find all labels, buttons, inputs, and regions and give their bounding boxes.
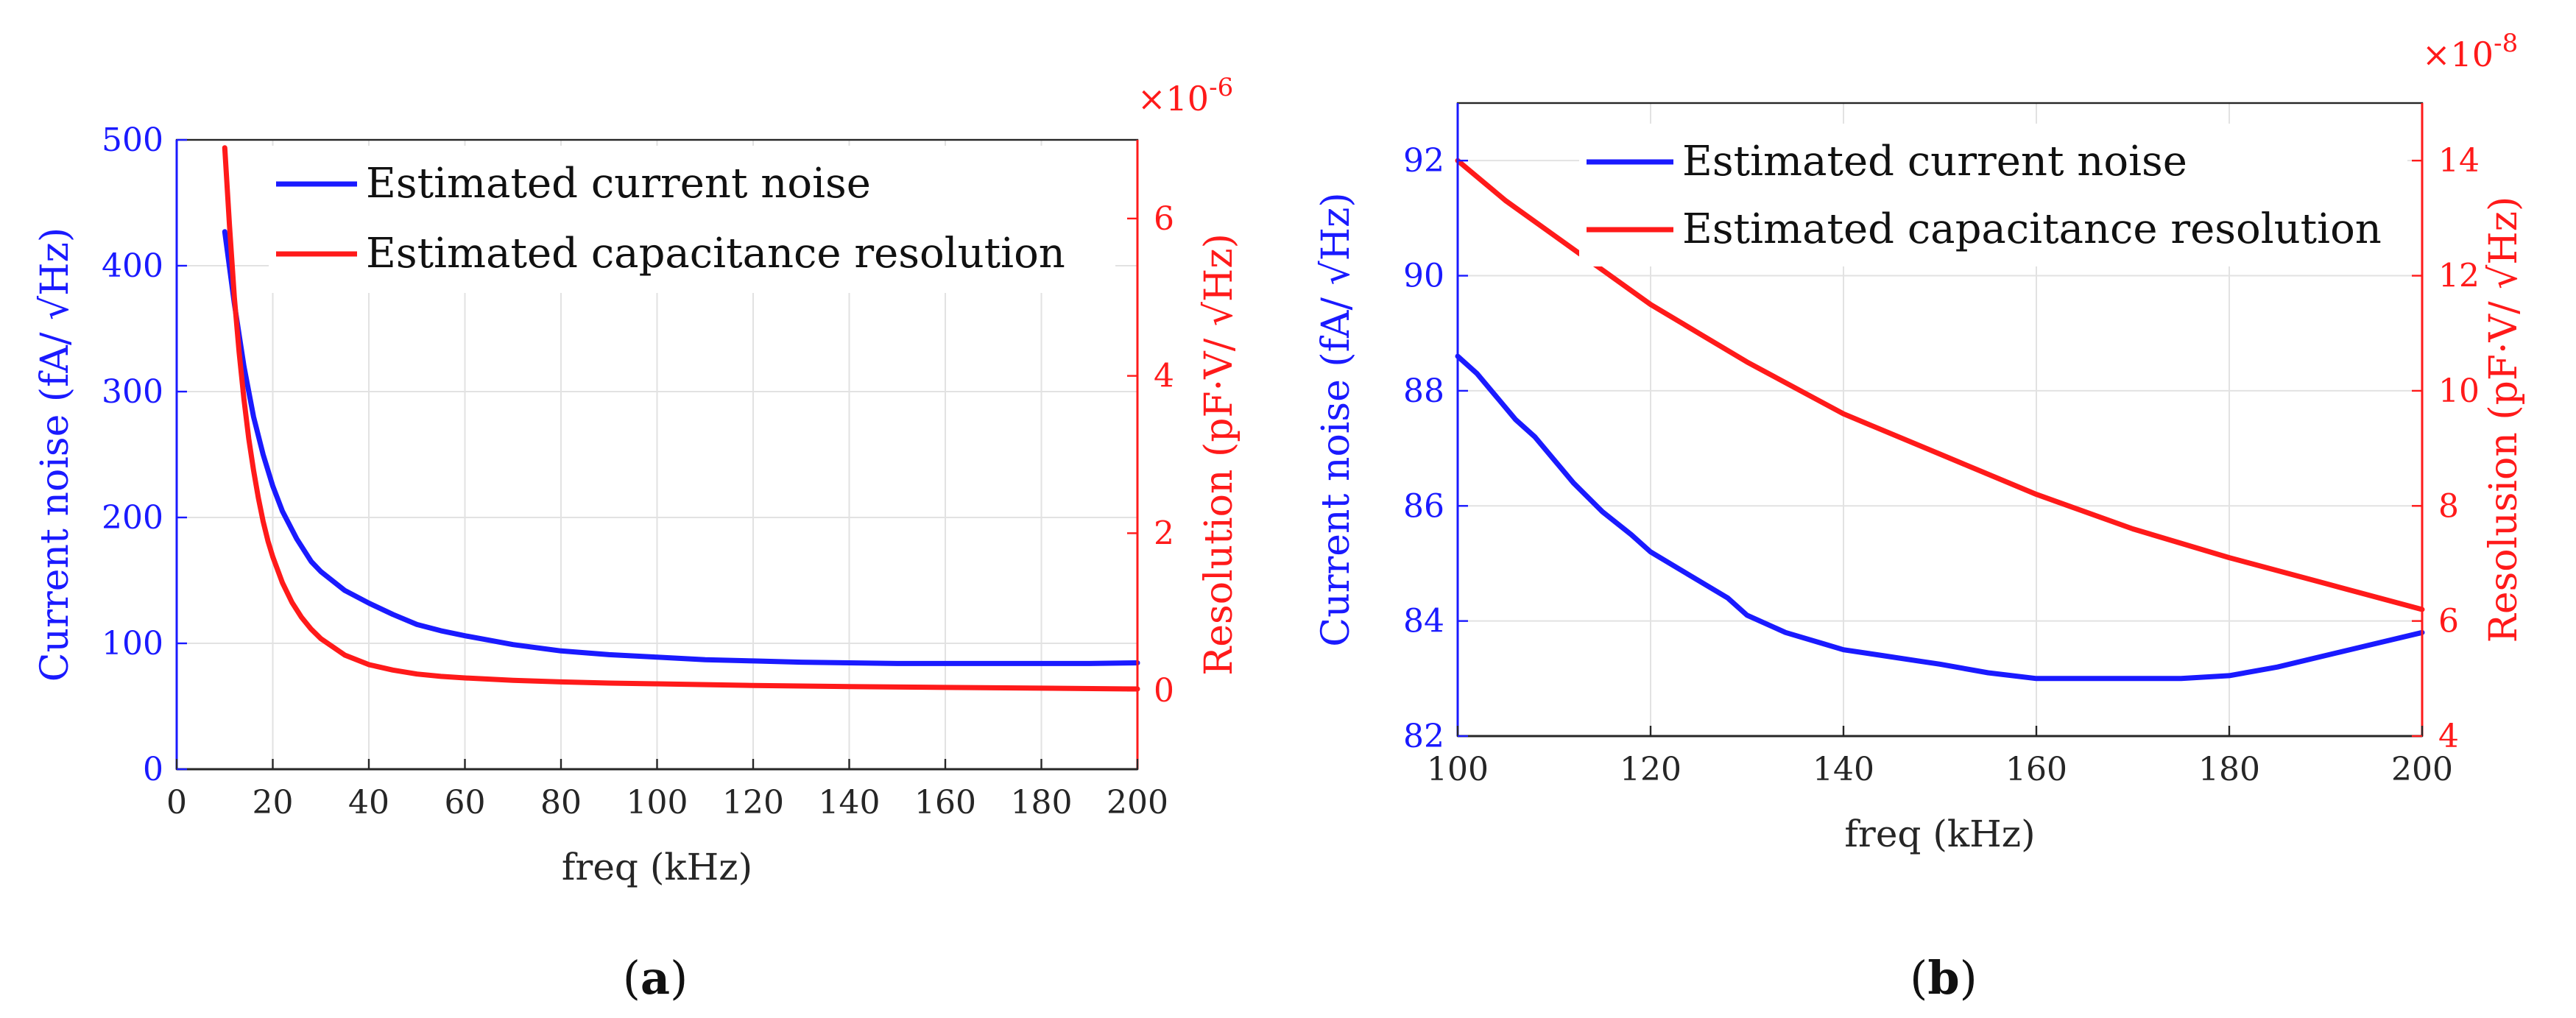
right-y-tick-label: 2 <box>1154 515 1174 552</box>
panel-a-legend-label-capacitance-resolution: Estimated capacitance resolution <box>366 230 1065 278</box>
x-tick-label: 100 <box>627 784 688 821</box>
x-tick-label: 80 <box>540 784 582 821</box>
left-y-tick-label: 0 <box>143 751 163 788</box>
x-tick-label: 20 <box>253 784 294 821</box>
left-y-tick-label: 86 <box>1403 487 1444 525</box>
series-line-capacitance-resolution <box>222 145 1140 692</box>
panel-a-series <box>222 145 1140 692</box>
panel-a-right-axis-multiplier: ×10-6 <box>1137 73 1233 119</box>
panel-b-legend: Estimated current noise Estimated capaci… <box>1579 124 2407 266</box>
x-tick-label: 160 <box>914 784 976 821</box>
right-y-tick-label: 4 <box>2438 718 2459 755</box>
left-y-tick-label: 88 <box>1403 372 1444 410</box>
x-tick-label: 40 <box>348 784 389 821</box>
x-tick-label: 160 <box>2005 751 2067 788</box>
left-y-tick-label: 400 <box>102 247 163 285</box>
panel-a-ticks: 0 20 40 60 80 100 120 140 160 180 2000100200300400… <box>102 121 1174 821</box>
left-y-tick-label: 82 <box>1403 718 1444 755</box>
right-y-tick-label: 0 <box>1154 672 1174 710</box>
panel-a-legend: Estimated current noise Estimated capaci… <box>269 146 1115 293</box>
left-y-tick-label: 90 <box>1403 258 1444 295</box>
x-tick-label: 200 <box>1107 784 1168 821</box>
x-tick-label: 180 <box>2198 751 2260 788</box>
x-tick-label: 180 <box>1011 784 1073 821</box>
panel-b-legend-label-current-noise: Estimated current noise <box>1682 138 2187 185</box>
x-tick-label: 0 <box>166 784 187 821</box>
series-line-current-noise <box>1455 353 2425 682</box>
panel-a-legend-box <box>269 146 1115 293</box>
series-line-current-noise <box>222 229 1140 666</box>
x-tick-label: 200 <box>2391 751 2453 788</box>
panel-b-ticks: 100 120 140 160 180 200 82 84 86 88 90 92 4 6 8 10 12 14 <box>1403 142 2480 788</box>
panel-b-legend-label-capacitance-resolution: Estimated capacitance resolution <box>1682 205 2382 253</box>
x-tick-label: 140 <box>819 784 881 821</box>
left-y-tick-label: 500 <box>102 121 163 159</box>
x-tick-label: 60 <box>445 784 486 821</box>
panel-a-left-axis-label: Current noise (fA/ √Hz) <box>33 227 77 682</box>
panel-a-caption: (a) <box>623 951 688 1005</box>
right-y-tick-label: 6 <box>2438 603 2459 640</box>
panel-b-legend-box <box>1579 124 2407 266</box>
panel-b: 100 120 140 160 180 200828486889092468101214 … <box>1314 29 2526 1005</box>
x-tick-label: 120 <box>722 784 784 821</box>
right-y-tick-label: 14 <box>2438 142 2480 180</box>
panel-b-right-axis-label: Resolusion (pF·V/ √Hz) <box>2482 197 2526 643</box>
x-tick-label: 140 <box>1813 751 1874 788</box>
right-y-tick-label: 12 <box>2438 258 2480 295</box>
x-tick-label: 120 <box>1620 751 1682 788</box>
left-y-tick-label: 84 <box>1403 603 1444 640</box>
left-y-tick-label: 100 <box>102 625 163 662</box>
panel-b-left-axis-label: Current noise (fA/ √Hz) <box>1314 192 1358 646</box>
right-y-tick-label: 4 <box>1154 358 1174 395</box>
panel-a: 0 20 40 60 80 100 120 140 160 180 2000100200300400… <box>33 73 1241 1005</box>
left-y-tick-label: 92 <box>1403 142 1444 180</box>
panel-b-series <box>1455 158 2425 682</box>
right-y-tick-label: 6 <box>1154 200 1174 238</box>
panel-a-x-axis-label: freq (kHz) <box>562 846 752 888</box>
panel-a-legend-label-current-noise: Estimated current noise <box>366 160 871 208</box>
right-y-tick-label: 8 <box>2438 487 2459 525</box>
right-y-tick-label: 10 <box>2438 372 2480 410</box>
x-tick-label: 100 <box>1427 751 1489 788</box>
panel-b-caption: (b) <box>1910 951 1977 1005</box>
panel-b-axes <box>1456 103 2424 738</box>
panel-b-x-axis-label: freq (kHz) <box>1844 813 2035 855</box>
left-y-tick-label: 200 <box>102 499 163 537</box>
left-y-tick-label: 300 <box>102 373 163 411</box>
panel-a-right-axis-label: Resolution (pF·V/ √Hz) <box>1197 233 1241 676</box>
series-line-capacitance-resolution <box>1455 158 2425 612</box>
panel-b-right-axis-multiplier: ×10-8 <box>2422 29 2518 74</box>
